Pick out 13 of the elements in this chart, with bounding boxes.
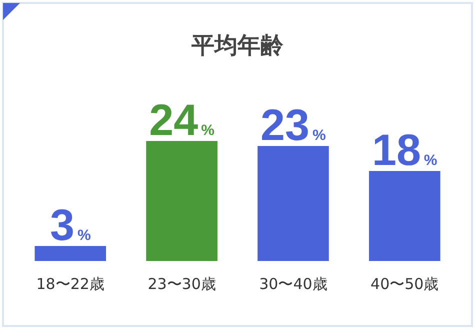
x-tick-label: 18〜22歳 bbox=[36, 275, 104, 293]
bar bbox=[146, 141, 218, 261]
chart-title: 平均年齢 bbox=[190, 33, 284, 59]
data-label: 24% bbox=[149, 96, 214, 145]
data-label: 3% bbox=[50, 201, 91, 250]
x-tick-label: 30〜40歳 bbox=[259, 275, 328, 293]
bar bbox=[368, 171, 440, 261]
bar bbox=[258, 146, 329, 261]
bar bbox=[34, 246, 106, 261]
data-label: 18% bbox=[372, 126, 438, 175]
x-tick-label: 23〜30歳 bbox=[148, 275, 216, 293]
x-tick-label: 40〜50歳 bbox=[370, 275, 439, 293]
data-label: 23% bbox=[260, 101, 326, 150]
